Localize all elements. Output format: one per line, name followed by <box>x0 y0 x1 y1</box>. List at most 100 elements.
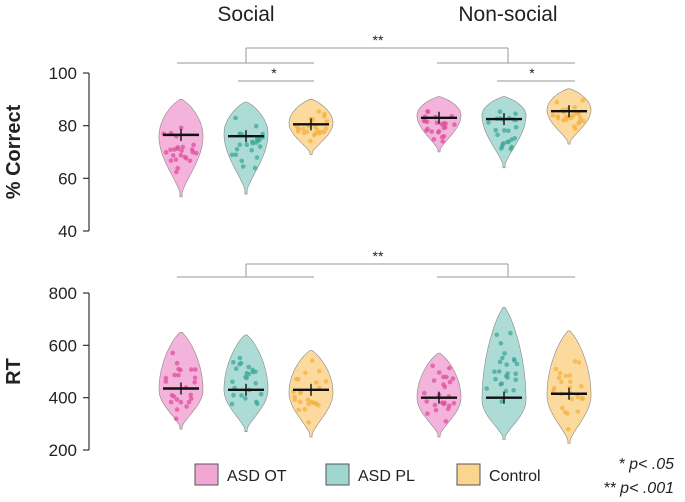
data-point <box>258 391 264 397</box>
data-point <box>513 111 518 116</box>
condition-title-nonsocial: Non-social <box>458 3 557 26</box>
data-point <box>296 407 301 413</box>
data-point <box>305 397 311 403</box>
data-point <box>431 378 437 383</box>
data-point <box>172 147 177 152</box>
violin-asd-pl-non-social <box>481 96 527 169</box>
violin-asd-ot-social <box>158 99 204 198</box>
data-point <box>244 142 250 147</box>
data-point <box>254 155 260 160</box>
data-point <box>578 115 583 121</box>
data-point <box>498 341 504 346</box>
data-point <box>173 416 179 422</box>
data-point <box>554 99 560 105</box>
axes-layer: 40 60 80 100 % Correct 200 400 600 800 RT <box>3 64 90 460</box>
data-point <box>257 144 263 149</box>
data-point <box>178 125 184 131</box>
data-point <box>580 396 586 402</box>
data-point <box>506 128 511 134</box>
data-point <box>186 399 192 405</box>
data-point <box>512 358 517 363</box>
data-point <box>425 411 430 416</box>
data-point <box>441 121 447 126</box>
data-point <box>230 379 235 385</box>
violin-asd-ot-non-social <box>416 96 462 153</box>
data-point <box>569 396 574 402</box>
data-point <box>511 388 516 393</box>
data-point <box>229 152 235 158</box>
data-point <box>176 366 181 372</box>
data-point <box>576 121 581 126</box>
data-point <box>170 350 175 356</box>
data-point <box>502 128 507 133</box>
violin-asd-ot-non-social <box>416 352 462 438</box>
data-point <box>306 420 312 425</box>
data-point <box>496 369 502 374</box>
data-point <box>304 129 310 134</box>
data-point <box>183 156 189 161</box>
legend-item-control: Control <box>456 463 541 486</box>
data-point <box>316 109 322 114</box>
data-point <box>440 139 446 144</box>
data-point <box>429 129 435 134</box>
data-point <box>313 401 319 407</box>
data-point <box>446 403 452 409</box>
data-point <box>565 411 570 416</box>
violin-control-social <box>288 350 334 438</box>
data-point <box>324 119 330 124</box>
data-point <box>323 126 329 131</box>
data-point <box>303 370 308 376</box>
data-point <box>499 146 504 151</box>
data-point <box>229 401 235 407</box>
data-point <box>237 142 243 148</box>
data-point <box>513 371 518 377</box>
y-tick-label: 600 <box>49 336 77 355</box>
data-point <box>502 351 507 356</box>
data-point <box>308 138 313 144</box>
data-point <box>484 386 490 391</box>
data-point <box>568 379 573 385</box>
data-point <box>513 377 518 383</box>
data-point <box>233 366 239 372</box>
data-point <box>240 164 246 169</box>
data-point <box>575 394 580 400</box>
data-point <box>174 397 180 402</box>
data-point <box>191 142 196 148</box>
data-point <box>442 384 448 390</box>
significance-label-main-top: ** <box>373 32 384 48</box>
data-point <box>447 379 453 385</box>
data-point <box>163 150 169 155</box>
data-point <box>168 147 173 153</box>
data-point <box>234 147 240 152</box>
data-point <box>189 147 195 152</box>
data-point <box>581 118 586 124</box>
violin-asd-ot-social <box>158 331 204 430</box>
data-point <box>180 144 186 150</box>
data-point <box>425 109 431 114</box>
data-point <box>422 390 427 396</box>
data-point <box>508 146 514 152</box>
data-point <box>163 375 169 381</box>
data-point <box>563 373 568 379</box>
data-point <box>572 359 578 364</box>
data-point <box>551 385 557 391</box>
note-p001: ** p< .001 <box>603 480 674 497</box>
data-point <box>187 158 193 164</box>
data-point <box>553 366 559 372</box>
data-point <box>557 370 563 376</box>
legend-label: ASD PL <box>358 468 415 485</box>
data-point <box>322 114 327 119</box>
data-point <box>498 382 504 387</box>
data-point <box>302 406 308 412</box>
data-point <box>321 129 327 135</box>
data-point <box>441 374 446 380</box>
data-point <box>292 397 298 403</box>
data-point <box>576 360 582 365</box>
data-point <box>567 373 572 378</box>
data-point <box>253 381 258 386</box>
data-point <box>174 169 179 175</box>
data-point <box>254 401 260 407</box>
violin-asd-pl-non-social <box>481 307 527 440</box>
data-point <box>301 126 306 132</box>
legend-swatch <box>194 463 219 486</box>
